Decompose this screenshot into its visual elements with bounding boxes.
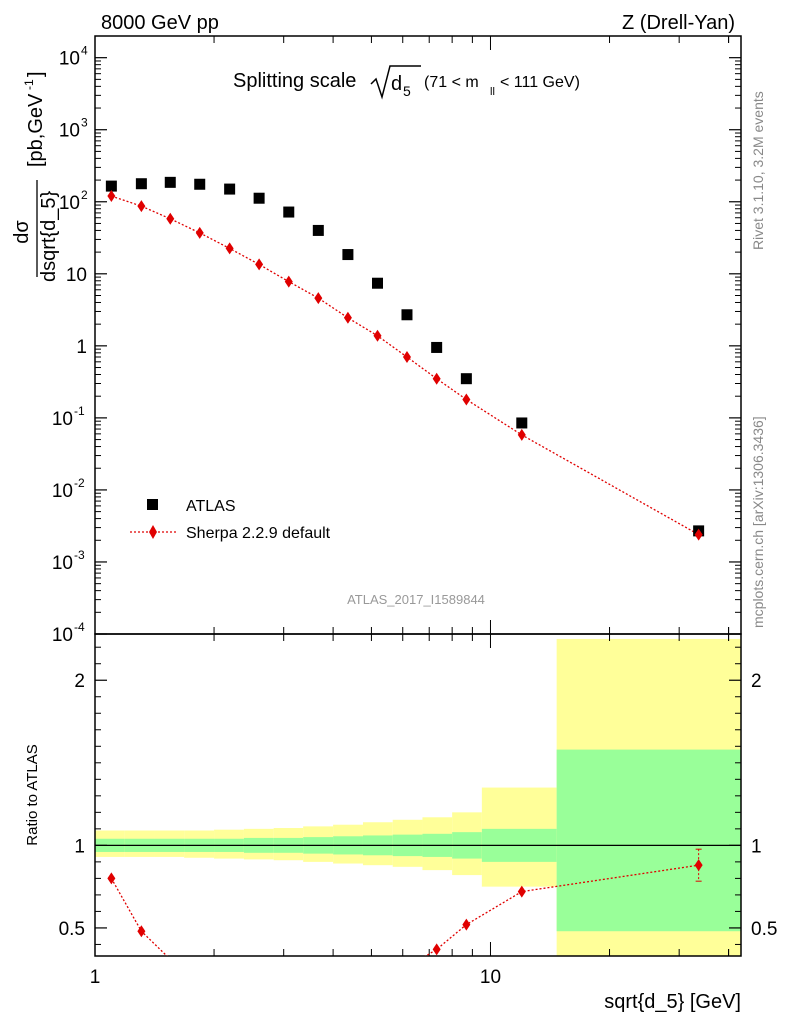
ratio-y-tick-label-right: 0.5 bbox=[751, 919, 777, 940]
legend: ATLAS Sherpa 2.2.9 default bbox=[130, 498, 331, 542]
main-y-tick-label: 1 bbox=[76, 337, 87, 358]
main-y-tick-exponent: -3 bbox=[74, 548, 85, 562]
title-range-close: < 111 GeV) bbox=[500, 74, 580, 91]
ratio-y-tick-label: 1 bbox=[74, 836, 85, 857]
sherpa-data-point bbox=[517, 428, 526, 441]
main-y-tick-label: 10 bbox=[59, 193, 80, 214]
sherpa-data-point bbox=[314, 292, 323, 305]
sherpa-data-point bbox=[284, 275, 293, 288]
atlas-data-point bbox=[194, 178, 206, 190]
title-range-sub: ll bbox=[490, 86, 495, 98]
sherpa-data-point bbox=[694, 528, 703, 541]
x-tick-label: 1 bbox=[90, 967, 101, 988]
legend-atlas-label: ATLAS bbox=[186, 498, 236, 515]
atlas-data-point bbox=[224, 183, 236, 195]
ratio-data-point bbox=[432, 943, 441, 956]
sherpa-data-point bbox=[166, 212, 175, 225]
x-axis-label: sqrt{d_5} [GeV] bbox=[604, 991, 741, 1013]
ratio-y-label: Ratio to ATLAS bbox=[24, 744, 41, 845]
rivet-label: Rivet 3.1.10, 3.2M events bbox=[750, 91, 766, 250]
y-label-units-close: ] bbox=[25, 71, 47, 77]
main-y-tick-label: 10 bbox=[52, 553, 73, 574]
ratio-y-tick-label: 0.5 bbox=[59, 919, 85, 940]
sherpa-data-point bbox=[432, 372, 441, 385]
atlas-data-point bbox=[105, 180, 117, 192]
title-range-open: (71 < m bbox=[424, 74, 479, 91]
x-tick-label: 10 bbox=[480, 967, 501, 988]
atlas-data-point bbox=[164, 176, 176, 188]
sherpa-data-point bbox=[195, 226, 204, 239]
y-label-numerator: dσ bbox=[11, 220, 33, 244]
ratio-y-tick-label-right: 2 bbox=[751, 671, 762, 692]
legend-sherpa-marker bbox=[149, 525, 157, 539]
atlas-data-point bbox=[253, 192, 265, 204]
main-y-tick-label: 10 bbox=[52, 409, 73, 430]
atlas-data-point bbox=[283, 206, 295, 218]
main-y-tick-exponent: 2 bbox=[81, 188, 88, 202]
atlas-data-point bbox=[135, 178, 147, 190]
sherpa-data-point bbox=[137, 200, 146, 213]
ratio-data-point bbox=[137, 925, 146, 938]
atlas-data-point bbox=[460, 373, 472, 385]
sherpa-data-point bbox=[255, 258, 264, 271]
ratio-data-point bbox=[107, 872, 116, 885]
main-y-tick-label: 10 bbox=[52, 625, 73, 646]
main-y-tick-exponent: -1 bbox=[74, 404, 85, 418]
main-y-tick-label: 10 bbox=[66, 265, 87, 286]
title-d-symbol: d bbox=[391, 73, 402, 95]
main-y-tick-exponent: -2 bbox=[74, 476, 85, 490]
sherpa-data-point bbox=[462, 393, 471, 406]
sqrt-sign-icon bbox=[370, 65, 421, 100]
ratio-data-point bbox=[517, 885, 526, 898]
sherpa-series-line bbox=[111, 195, 699, 536]
sherpa-data-point bbox=[343, 311, 352, 324]
ratio-data-point bbox=[694, 859, 703, 872]
ratio-plot-frame bbox=[94, 633, 742, 957]
analysis-watermark: ATLAS_2017_I1589844 bbox=[347, 592, 485, 607]
y-label-denominator: dsqrt{d_5} bbox=[38, 190, 60, 282]
atlas-data-point bbox=[372, 277, 384, 289]
main-y-tick-label: 10 bbox=[59, 49, 80, 70]
ratio-inner-band bbox=[556, 749, 741, 932]
title-d-subscript: 5 bbox=[403, 83, 411, 99]
y-label-units: [pb,GeV bbox=[25, 93, 47, 167]
main-plot-frame bbox=[94, 35, 742, 635]
ratio-data-point bbox=[462, 918, 471, 931]
legend-atlas-marker bbox=[147, 499, 158, 510]
atlas-data-point bbox=[401, 309, 413, 321]
main-y-tick-exponent: -4 bbox=[74, 620, 85, 634]
main-y-tick-label: 10 bbox=[59, 121, 80, 142]
sherpa-data-point bbox=[107, 190, 116, 203]
sherpa-data-point bbox=[402, 351, 411, 364]
main-y-tick-label: 10 bbox=[52, 481, 73, 502]
main-y-tick-exponent: 4 bbox=[81, 44, 88, 58]
sherpa-data-point bbox=[225, 242, 234, 255]
main-title-prefix: Splitting scale bbox=[233, 70, 356, 92]
atlas-data-point bbox=[431, 341, 443, 353]
sherpa-data-point bbox=[373, 329, 382, 342]
legend-sherpa-label: Sherpa 2.2.9 default bbox=[186, 525, 331, 542]
atlas-data-point bbox=[516, 417, 528, 429]
y-axis-label: dσ dsqrt{d_5} [pb,GeV -1 ] bbox=[11, 71, 60, 282]
ratio-y-tick-label-right: 1 bbox=[751, 836, 762, 857]
atlas-data-point bbox=[342, 249, 354, 261]
ratio-y-tick-label: 2 bbox=[74, 671, 85, 692]
atlas-data-point bbox=[312, 224, 324, 236]
header-left: 8000 GeV pp bbox=[101, 12, 219, 34]
y-label-units-sup: -1 bbox=[22, 79, 36, 90]
header-right: Z (Drell-Yan) bbox=[622, 12, 735, 34]
main-title: Splitting scale bbox=[233, 70, 356, 92]
mcplots-label: mcplots.cern.ch [arXiv:1306.3436] bbox=[750, 416, 766, 628]
main-y-tick-exponent: 3 bbox=[81, 116, 88, 130]
ratio-series-line bbox=[110, 864, 699, 956]
